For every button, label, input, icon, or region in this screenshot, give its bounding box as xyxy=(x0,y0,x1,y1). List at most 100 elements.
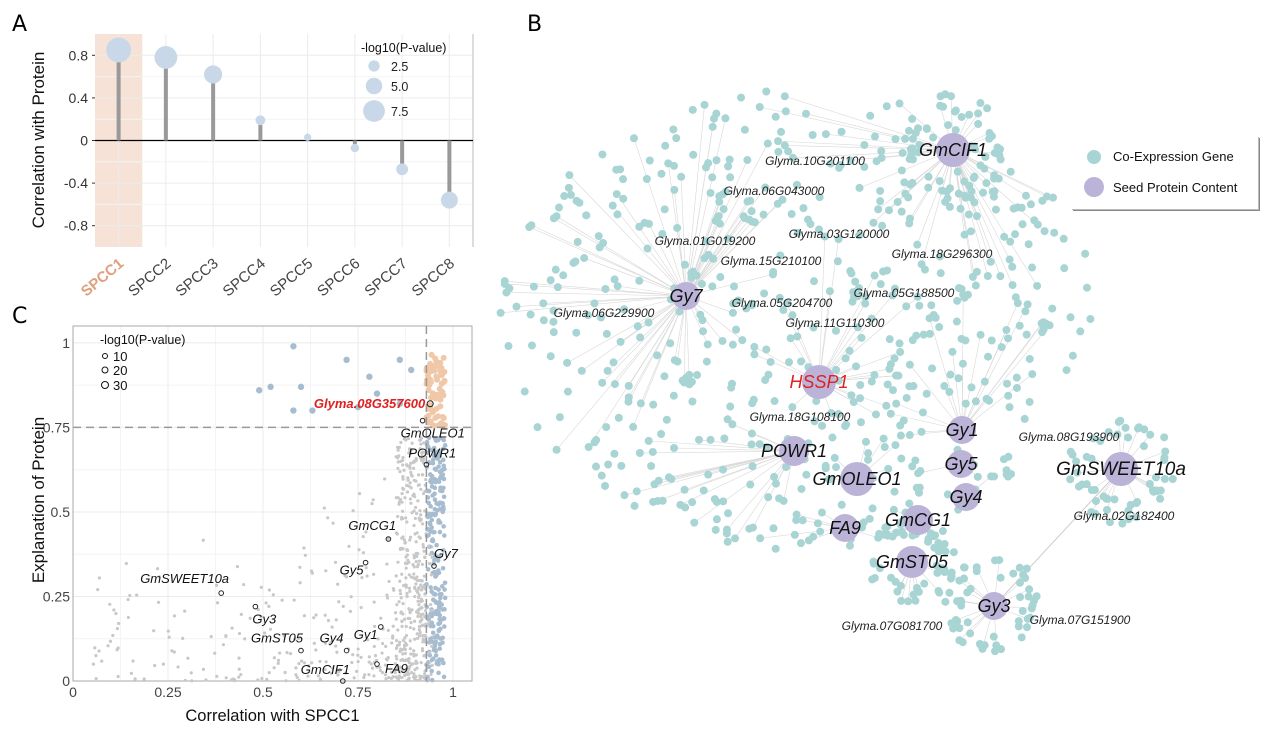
gene-label: Glyma.18G296300 xyxy=(892,247,993,261)
seed-protein-node xyxy=(896,546,928,578)
scatter-point xyxy=(410,441,414,445)
coexpression-node xyxy=(944,121,953,130)
scatter-point xyxy=(405,591,409,596)
y-tick-label: -0.8 xyxy=(64,218,88,234)
coexpression-node xyxy=(871,410,880,419)
scatter-point xyxy=(429,364,436,371)
scatter-point xyxy=(407,573,411,577)
coexpression-node xyxy=(539,299,548,308)
coexpression-node xyxy=(724,162,733,171)
coexpression-node xyxy=(929,133,938,142)
coexpression-node xyxy=(954,374,963,383)
coexpression-node xyxy=(991,205,1000,214)
scatter-point xyxy=(419,436,424,440)
legend-size-icon xyxy=(363,100,385,122)
scatter-point xyxy=(400,458,405,463)
coexpression-node xyxy=(916,467,925,476)
scatter-point xyxy=(214,583,219,587)
coexpression-node xyxy=(986,257,995,266)
coexpression-node xyxy=(610,449,619,458)
scatter-point xyxy=(437,646,443,651)
x-tick-label: SPCC4 xyxy=(220,255,269,300)
scatter-point xyxy=(422,441,426,445)
legend-size-icon xyxy=(365,77,383,95)
gene-label: Glyma.05G204700 xyxy=(732,296,833,310)
coexpression-node xyxy=(963,588,972,597)
coexpression-node xyxy=(697,279,706,288)
coexpression-node xyxy=(706,188,715,197)
scatter-point xyxy=(429,473,435,479)
scatter-point xyxy=(183,678,187,683)
y-tick-label: 0 xyxy=(80,133,88,149)
scatter-point xyxy=(417,559,422,563)
scatter-point xyxy=(400,509,405,513)
scatter-point xyxy=(94,677,98,681)
scatter-point xyxy=(440,457,446,463)
coexpression-node xyxy=(924,183,933,192)
coexpression-node xyxy=(546,276,555,285)
coexpression-node xyxy=(897,596,906,605)
scatter-point xyxy=(415,554,419,559)
coexpression-node xyxy=(965,110,974,119)
coexpression-node xyxy=(1066,447,1075,456)
coexpression-node xyxy=(571,257,580,266)
network-edge xyxy=(683,295,687,383)
scatter-point xyxy=(272,666,276,670)
network-edge xyxy=(685,219,750,297)
panel-label-a: A xyxy=(12,12,28,37)
scatter-point xyxy=(385,658,389,662)
coexpression-node xyxy=(892,399,901,408)
coexpression-node xyxy=(746,480,755,489)
coexpression-node xyxy=(566,190,575,199)
coexpression-node xyxy=(963,618,972,627)
scatter-point xyxy=(433,574,438,579)
x-tick-label: SPCC7 xyxy=(361,255,410,300)
scatter-point xyxy=(352,676,356,680)
scatter-point xyxy=(186,656,190,660)
coexpression-node xyxy=(1024,592,1033,601)
coexpression-node xyxy=(649,400,658,409)
scatter-point xyxy=(440,446,446,452)
coexpression-node xyxy=(1072,457,1081,466)
coexpression-node xyxy=(968,272,977,281)
scatter-point xyxy=(248,616,252,620)
coexpression-node xyxy=(708,173,717,182)
scatter-point xyxy=(418,456,423,460)
scatter-point xyxy=(412,523,416,528)
scatter-point xyxy=(364,530,368,534)
scatter-point xyxy=(402,583,406,588)
seed-protein-dot-icon xyxy=(1084,177,1104,197)
coexpression-node xyxy=(689,150,698,159)
coexpression-node xyxy=(1025,585,1034,594)
scatter-point xyxy=(430,457,436,462)
scatter-point xyxy=(406,667,410,671)
scatter-point xyxy=(267,604,271,608)
seed-protein-node xyxy=(1104,452,1138,486)
coexpression-node xyxy=(780,141,789,150)
coexpression-node xyxy=(583,311,592,320)
coexpression-node xyxy=(953,167,962,176)
coexpression-node xyxy=(856,418,865,427)
coexpression-node xyxy=(693,371,702,380)
scatter-point xyxy=(394,654,398,658)
scatter-point xyxy=(383,477,387,481)
coexpression-node xyxy=(549,214,558,223)
scatter-point xyxy=(108,602,112,606)
scatter-point xyxy=(414,653,418,657)
coexpression-node xyxy=(504,342,513,351)
scatter-point xyxy=(419,675,424,679)
scatter-point xyxy=(412,553,416,557)
scatter-point xyxy=(436,449,442,455)
coexpression-node xyxy=(884,464,893,473)
scatter-point xyxy=(283,670,287,675)
coexpression-node xyxy=(912,584,921,593)
scatter-point xyxy=(397,643,401,647)
scatter-point xyxy=(336,582,340,586)
coexpression-node xyxy=(723,415,732,424)
coexpression-node xyxy=(551,265,560,274)
labeled-point xyxy=(218,590,224,596)
coexpression-node xyxy=(961,336,970,345)
scatter-point xyxy=(393,611,398,615)
coexpression-node xyxy=(680,485,689,494)
scatter-point xyxy=(126,597,130,602)
